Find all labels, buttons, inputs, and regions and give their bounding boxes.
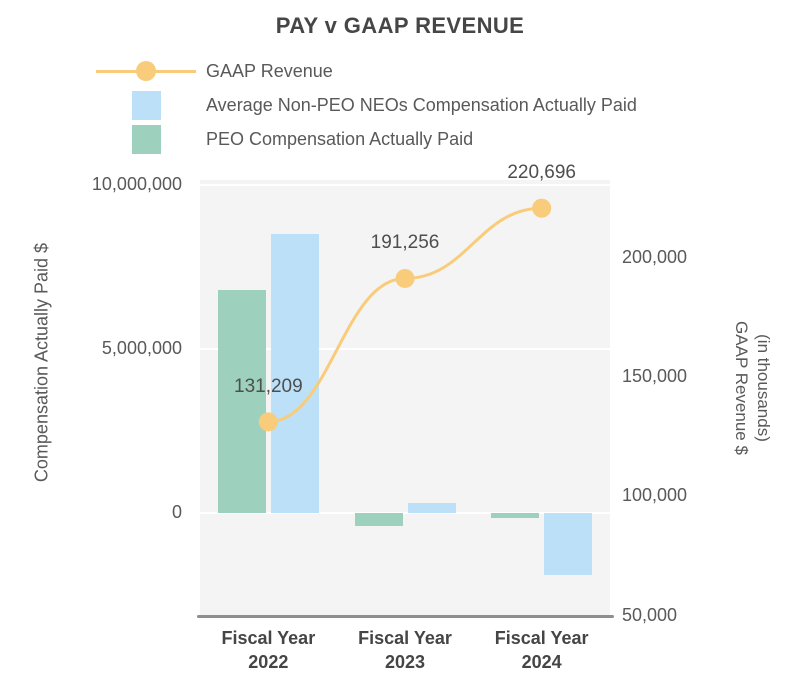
plot-area: 131,209 191,256 220,696 — [200, 162, 610, 617]
bar-non-peo — [270, 234, 319, 513]
left-axis-tick-label: 0 — [171, 501, 182, 522]
bar-peo — [217, 289, 266, 513]
line-marker — [395, 268, 415, 288]
line-marker — [258, 412, 278, 432]
legend-item-non-peo: Average Non-PEO NEOs Compensation Actual… — [96, 90, 637, 120]
chart-title: PAY v GAAP REVENUE — [275, 13, 525, 38]
gridline — [200, 347, 610, 350]
left-axis-tick-label: 5,000,000 — [101, 337, 182, 358]
x-category-label: Fiscal Year 2023 — [358, 628, 452, 673]
legend-line-sample — [96, 61, 196, 81]
x-category-label: Fiscal Year 2024 — [494, 628, 589, 673]
line-marker — [532, 198, 552, 218]
right-axis-tick-label: 100,000 — [622, 485, 688, 506]
right-axis-title: GAAP Revenue $ — [732, 321, 751, 455]
swatch-area — [96, 124, 196, 154]
right-axis-tick-label: 50,000 — [622, 604, 678, 625]
data-label: 220,696 — [507, 162, 576, 184]
data-label: 131,209 — [234, 375, 303, 397]
left-axis-tick-label: 10,000,000 — [91, 173, 182, 194]
gaap-revenue-line — [258, 198, 552, 432]
line-swatch — [96, 61, 196, 81]
legend-label-gaap-revenue: GAAP Revenue — [206, 60, 333, 81]
bar-non-peo — [407, 503, 456, 513]
bar-peo — [491, 512, 540, 518]
right-axis-title-sub: (in thousands) — [754, 334, 773, 442]
bar-non-peo — [544, 512, 593, 576]
legend: GAAP Revenue Average Non-PEO NEOs Compen… — [96, 56, 637, 158]
legend-label-non-peo: Average Non-PEO NEOs Compensation Actual… — [206, 94, 637, 115]
legend-line-marker-icon — [136, 61, 156, 81]
gridline — [200, 511, 610, 514]
gridline — [200, 183, 610, 186]
right-axis-tick-label: 150,000 — [622, 366, 688, 386]
data-label: 191,256 — [370, 232, 440, 254]
legend-label-peo: PEO Compensation Actually Paid — [206, 128, 474, 149]
right-axis-tick-label: 200,000 — [622, 246, 688, 267]
bar-peo — [354, 512, 403, 527]
x-category-label: Fiscal Year 2022 — [221, 628, 316, 673]
legend-square-non-peo — [131, 90, 161, 120]
legend-item-gaap-revenue: GAAP Revenue — [96, 56, 637, 86]
x-axis-line — [197, 615, 614, 618]
legend-square-peo — [131, 124, 161, 154]
legend-item-peo: PEO Compensation Actually Paid — [96, 124, 637, 154]
swatch-area — [96, 90, 196, 120]
